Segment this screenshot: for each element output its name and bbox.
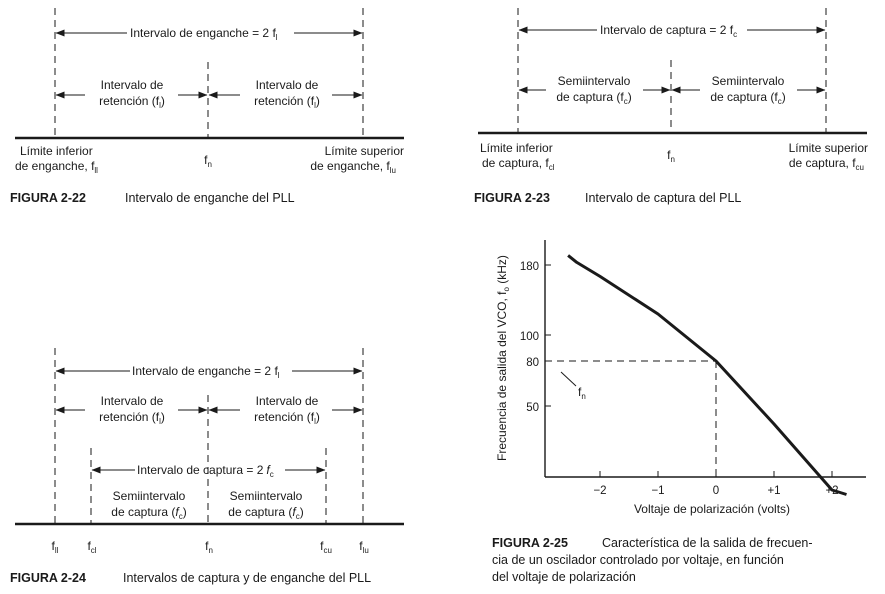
fn-label: fn (205, 539, 213, 555)
lock-range-label: Intervalo de enganche = 2 fl (130, 26, 278, 42)
y-tick-label-100: 100 (520, 331, 539, 343)
lower-capture-limit-line2: de captura, fcl (482, 156, 555, 172)
fn-annotation: fn (578, 385, 586, 401)
fcu-label: fcu (320, 539, 332, 555)
upper-capture-limit-line2: de captura, fcu (789, 156, 864, 172)
half-capture-right-line1: Semiintervalo (712, 74, 785, 88)
upper-limit-line1: Límite superior (325, 144, 404, 158)
half-capture-right-line2: de captura (fc) (228, 505, 303, 521)
half-capture-left-line2: de captura (fc) (111, 505, 186, 521)
vco-curve-series (567, 254, 847, 496)
figure-2-25: 180 100 80 50 −2 −1 0 +1 +2 Frecuencia d… (492, 240, 866, 584)
caption-text: Intervalo de captura del PLL (585, 191, 741, 205)
half-capture-left-line2: de captura (fc) (556, 90, 631, 106)
hold-range-right-line1: Intervalo de (256, 394, 319, 408)
hold-range-left-line1: Intervalo de (101, 394, 164, 408)
y-tick-label-80: 80 (526, 357, 539, 369)
y-axis-label: Frecuencia de salida del VCO, fo (kHz) (495, 255, 511, 461)
half-capture-right-line2: de captura (fc) (710, 90, 785, 106)
caption-text: Intervalos de captura y de enganche del … (123, 571, 371, 585)
y-tick-label-50: 50 (526, 402, 539, 414)
caption-number: FIGURA 2-24 (10, 571, 86, 585)
upper-limit-line2: de enganche, flu (310, 159, 396, 175)
lock-range-label: Intervalo de enganche = 2 fl (132, 364, 280, 380)
fcl-label: fcl (87, 539, 96, 555)
hold-range-left-line2: retención (fl) (99, 410, 165, 426)
half-capture-left-line1: Semiintervalo (558, 74, 631, 88)
caption-line-3: del voltaje de polarización (492, 570, 636, 584)
caption-line-2: cia de un oscilador controlado por volta… (492, 553, 784, 567)
caption-line-1: Característica de la salida de frecuen- (602, 536, 813, 550)
lower-capture-limit-line1: Límite inferior (480, 141, 553, 155)
caption-number: FIGURA 2-25 (492, 536, 568, 550)
figure-2-22: Intervalo de enganche = 2 fl Intervalo d… (10, 8, 404, 205)
half-capture-left-line1: Semiintervalo (113, 489, 186, 503)
hold-range-left-line1: Intervalo de (101, 78, 164, 92)
caption-number: FIGURA 2-23 (474, 191, 550, 205)
hold-range-left-line2: retención (fl) (99, 94, 165, 110)
figure-2-23: Intervalo de captura = 2 fc Semiinterval… (474, 8, 868, 205)
hold-range-right-line1: Intervalo de (256, 78, 319, 92)
flu-label: flu (359, 539, 369, 555)
fn-label: fn (667, 148, 675, 164)
capture-range-label: Intervalo de captura = 2 fc (137, 463, 274, 479)
upper-capture-limit-line1: Límite superior (789, 141, 868, 155)
x-tick-label-0: 0 (713, 485, 719, 497)
x-tick-label-m1: −1 (651, 485, 664, 497)
hold-range-right-line2: retención (fl) (254, 410, 320, 426)
y-tick-label-180: 180 (520, 261, 539, 273)
x-tick-label-p1: +1 (767, 485, 780, 497)
half-capture-right-line1: Semiintervalo (230, 489, 303, 503)
capture-range-label: Intervalo de captura = 2 fc (600, 23, 737, 39)
fn-label: fn (204, 153, 212, 169)
lower-limit-line2: de enganche, fll (15, 159, 98, 175)
fn-leader-line (560, 371, 577, 387)
fll-label: fll (52, 539, 59, 555)
x-axis-label: Voltaje de polarización (volts) (634, 502, 790, 516)
caption-text: Intervalo de enganche del PLL (125, 191, 295, 205)
figure-2-24: Intervalo de enganche = 2 fl Intervalo d… (10, 348, 404, 585)
caption-number: FIGURA 2-22 (10, 191, 86, 205)
lower-limit-line1: Límite inferior (20, 144, 93, 158)
y-tick-marks (545, 264, 551, 407)
x-tick-label-m2: −2 (593, 485, 606, 497)
hold-range-right-line2: retención (fl) (254, 94, 320, 110)
